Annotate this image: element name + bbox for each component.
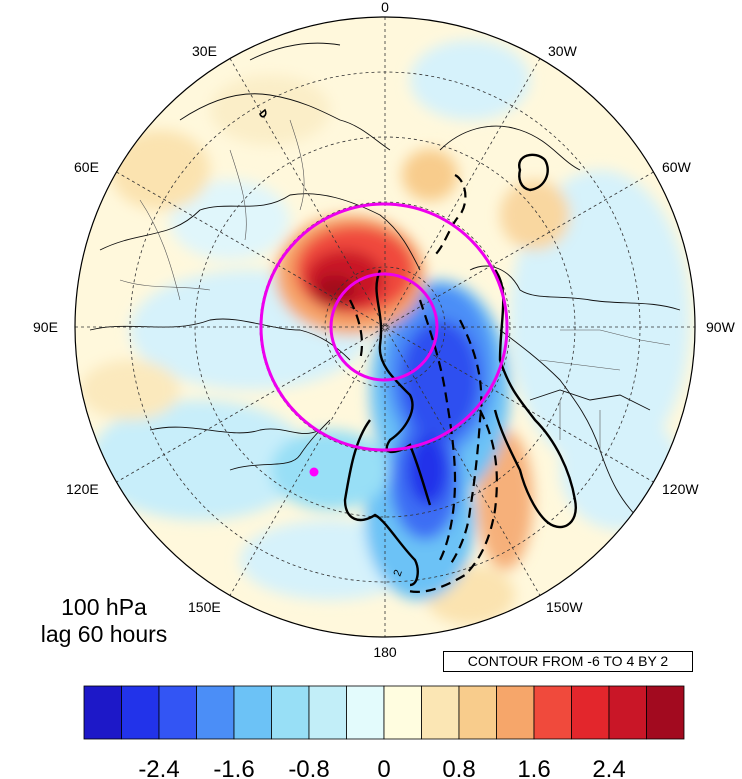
lon-label-90e: 90E [33,319,58,335]
colorbar-box [608,685,647,740]
lon-label-120w: 120W [662,481,699,497]
outer-ring [259,202,509,452]
longitude-labels: 0 30W 60W 90W 120W 150W 180 150E 120E 90… [33,0,736,660]
colorbar-box [496,685,535,740]
colorbar-box [83,685,122,740]
colorbar-box [196,685,235,740]
colorbar-box [233,685,272,740]
caption-level: 100 hPa [61,594,147,620]
colorbar-tick-label: 0.8 [442,756,475,779]
colorbar-tick-label: -0.8 [288,756,329,779]
caption-lag: lag 60 hours [40,621,168,647]
coastlines [89,42,681,521]
colorbar-tick-label: 2.4 [592,756,625,779]
colorbar-box [458,685,497,740]
colorbar-tick-label: -2.4 [138,756,179,779]
contour-note: CONTOUR FROM -6 TO 4 BY 2 [443,651,693,672]
colorbar-tick-label: -1.6 [213,756,254,779]
location-marker [309,467,319,477]
country-borders [119,119,671,450]
caption: 100 hPa lag 60 hours [14,594,194,648]
colorbar: -2.4 -1.6 -0.8 0 0.8 1.6 2.4 [83,685,685,779]
colorbar-box [646,685,685,740]
colorbar-box [533,685,572,740]
lon-label-30e: 30E [192,43,217,59]
colorbar-tick-label: 1.6 [517,756,550,779]
colorbar-tick-label: 0 [377,756,390,779]
lon-label-60e: 60E [74,159,99,175]
lon-label-90w: 90W [706,319,736,335]
colorbar-box [121,685,160,740]
lon-label-120e: 120E [66,481,99,497]
colorbar-box [346,685,385,740]
graticule [75,17,695,637]
lon-label-150w: 150W [546,599,583,615]
colorbar-box [571,685,610,740]
colorbar-boxes [83,685,685,740]
colorbar-box [421,685,460,740]
contour-label: 2 [392,568,405,578]
lon-label-30w: 30W [548,43,578,59]
lon-label-0: 0 [381,0,389,15]
polar-stereographic-map: 2 0 30W 60W 90W 120W 150W 180 150E 120E … [33,0,736,660]
colorbar-box [308,685,347,740]
colorbar-labels: -2.4 -1.6 -0.8 0 0.8 1.6 2.4 [138,756,625,779]
lon-label-60w: 60W [662,159,692,175]
lon-label-150e: 150E [188,599,221,615]
inner-ring [329,272,439,382]
tracking-rings [259,202,509,452]
colorbar-box [158,685,197,740]
colorbar-box [271,685,310,740]
lon-label-180: 180 [373,644,397,660]
map-boundary [74,16,696,638]
colorbar-box [383,685,422,740]
